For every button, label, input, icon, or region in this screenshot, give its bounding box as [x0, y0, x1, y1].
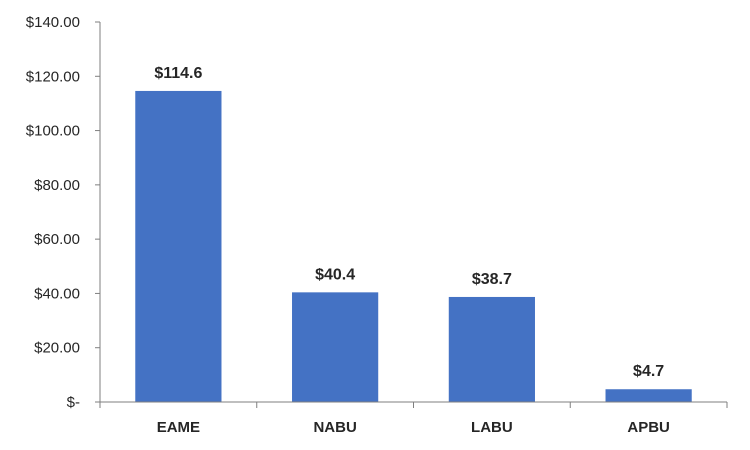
y-tick-label: $- — [67, 394, 80, 411]
y-tick-label: $20.00 — [34, 340, 80, 357]
data-label-nabu: $40.4 — [315, 266, 355, 283]
x-axis-ticks: EAME NABU LABU APBU — [99, 402, 728, 436]
bar-apbu — [605, 389, 692, 402]
y-tick-label: $80.00 — [34, 177, 80, 194]
bar-labu — [448, 296, 535, 402]
y-tick-label: $100.00 — [26, 123, 80, 140]
data-label-apbu: $4.7 — [633, 363, 664, 380]
x-category-label: LABU — [471, 419, 513, 436]
data-label-labu: $38.7 — [472, 271, 512, 288]
x-category-label: EAME — [157, 419, 200, 436]
bars — [135, 90, 692, 402]
y-tick-label: $60.00 — [34, 231, 80, 248]
x-category-label: NABU — [313, 419, 356, 436]
data-labels: $114.6 $40.4 $38.7 $4.7 — [154, 65, 664, 380]
y-tick-label: $140.00 — [26, 14, 80, 31]
bar-nabu — [292, 292, 379, 402]
bar-eame — [135, 90, 222, 402]
x-category-label: APBU — [627, 419, 670, 436]
y-tick-label: $40.00 — [34, 285, 80, 302]
y-axis-ticks: $- $20.00 $40.00 $60.00 $80.00 $100.00 $120.00… — [26, 14, 100, 411]
data-label-eame: $114.6 — [154, 65, 202, 82]
y-tick-label: $120.00 — [26, 68, 80, 85]
